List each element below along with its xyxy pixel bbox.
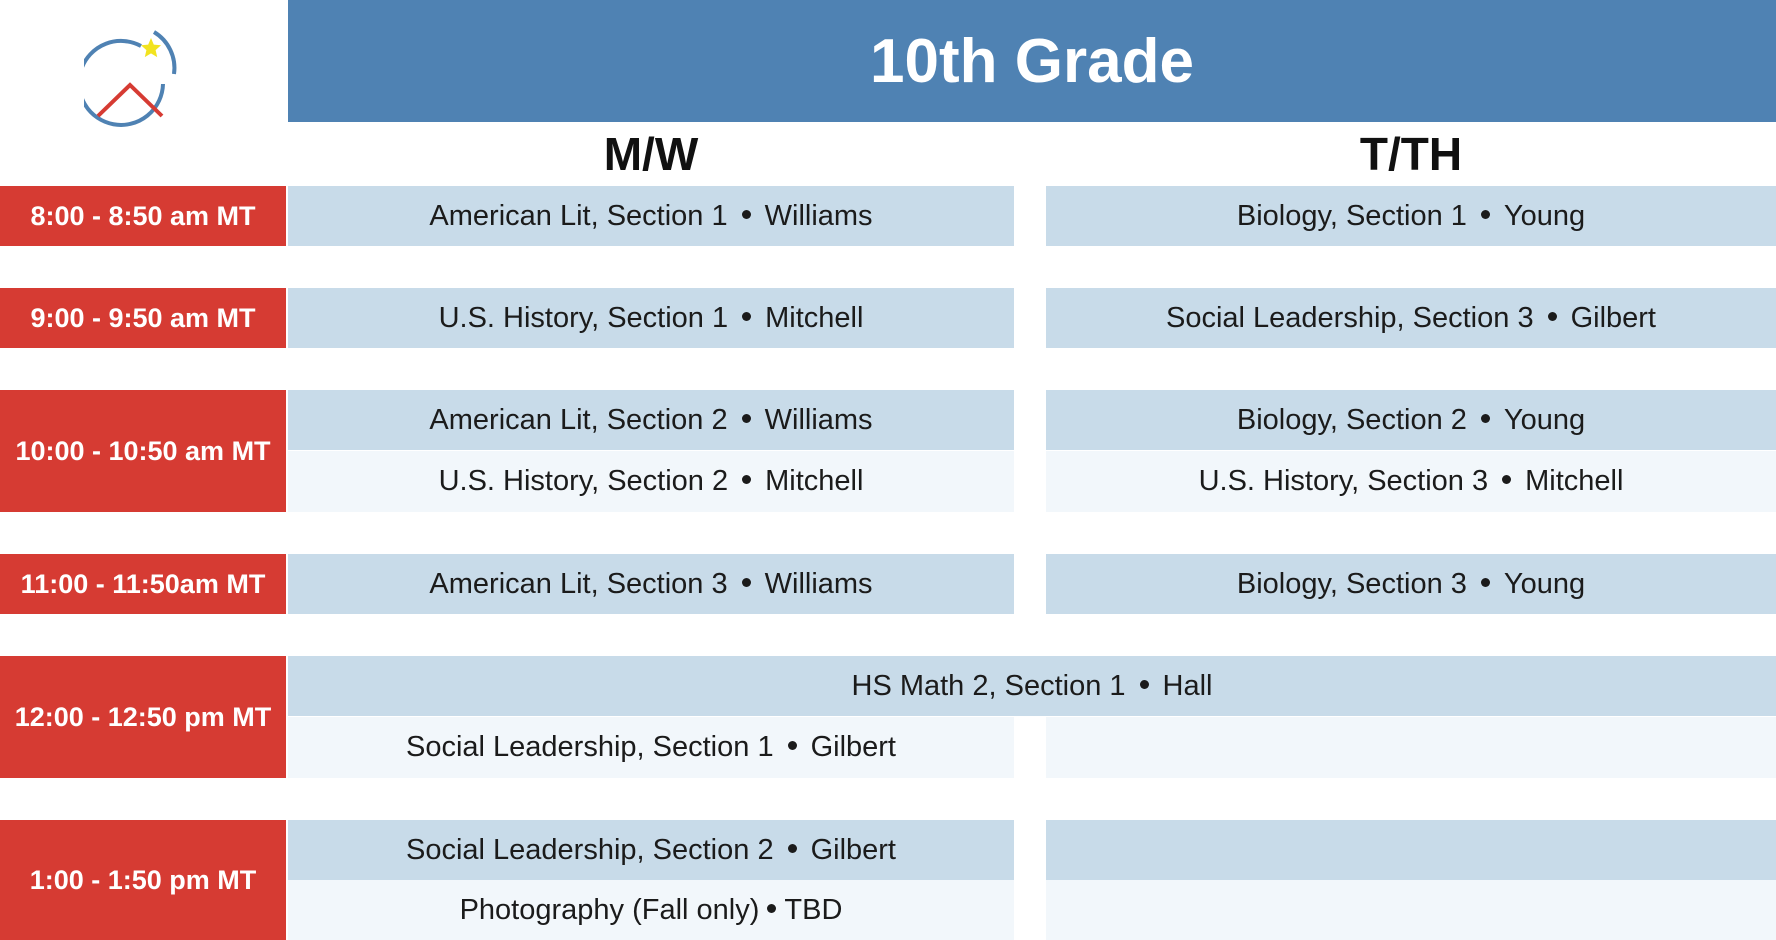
page-title: 10th Grade [288, 0, 1776, 122]
bullet-separator [741, 413, 751, 423]
bullet-separator [767, 903, 777, 913]
bullet-separator [742, 475, 752, 484]
time-slot: 8:00 - 8:50 am MT [0, 186, 286, 246]
course-name: Social Leadership, Section 1 [406, 731, 774, 763]
bullet-separator [1547, 311, 1557, 321]
class-cell-spanning: HS Math 2, Section 1 Hall [288, 656, 1776, 716]
time-slot: 1:00 - 1:50 pm MT [0, 820, 286, 940]
bullet-separator [787, 843, 797, 853]
bullet-separator [1502, 475, 1512, 484]
course-name: Social Leadership, Section 3 [1166, 301, 1534, 334]
bullet-separator [741, 577, 751, 587]
column-header-tth: T/TH [1359, 128, 1463, 180]
bullet-separator [1480, 209, 1490, 219]
time-slot: 12:00 - 12:50 pm MT [0, 656, 286, 778]
teacher-name: Gilbert [1570, 301, 1656, 334]
class-cell: U.S. History, Section 3 Mitchell [1046, 451, 1776, 512]
column-header-mw: M/W [603, 128, 699, 180]
class-cell: Social Leadership, Section 2 Gilbert [288, 820, 1014, 880]
empty-cell [1046, 820, 1776, 880]
course-name: HS Math 2, Section 1 [851, 669, 1126, 702]
course-name: Biology, Section 1 [1236, 199, 1467, 232]
bullet-separator [741, 209, 751, 219]
course-name: Social Leadership, Section 2 [406, 833, 774, 866]
teacher-name: Williams [764, 403, 873, 436]
teacher-name: Young [1503, 199, 1586, 232]
empty-cell [1046, 717, 1776, 778]
bullet-separator [742, 311, 752, 321]
time-slot: 9:00 - 9:50 am MT [0, 288, 286, 348]
teacher-name: Mitchell [765, 301, 864, 334]
teacher-name: Williams [764, 567, 873, 600]
time-slot: 11:00 - 11:50am MT [0, 554, 286, 614]
course-name: U.S. History, Section 2 [438, 465, 729, 497]
class-cell: American Lit, Section 3 Williams [288, 554, 1014, 614]
course-name: Biology, Section 2 [1236, 403, 1467, 436]
class-cell: Social Leadership, Section 3 Gilbert [1046, 288, 1776, 348]
teacher-name: Williams [764, 199, 873, 232]
class-cell: Photography (Fall only) TBD [288, 880, 1014, 940]
teacher-name: Mitchell [1525, 465, 1624, 497]
time-slot: 10:00 - 10:50 am MT [0, 390, 286, 512]
class-cell: American Lit, Section 1 Williams [288, 186, 1014, 246]
class-cell: Social Leadership, Section 1 Gilbert [288, 717, 1014, 778]
bullet-separator [787, 741, 797, 750]
course-name: Biology, Section 3 [1236, 567, 1467, 600]
class-cell: Biology, Section 2 Young [1046, 390, 1776, 450]
course-name: American Lit, Section 2 [429, 403, 728, 436]
class-cell: Biology, Section 1 Young [1046, 186, 1776, 246]
course-name: U.S. History, Section 1 [438, 301, 729, 334]
school-logo-icon [77, 26, 184, 134]
bullet-separator [1480, 577, 1490, 587]
teacher-name: Gilbert [810, 833, 896, 866]
course-name: U.S. History, Section 3 [1198, 465, 1489, 497]
course-name: American Lit, Section 3 [429, 567, 728, 600]
teacher-name: Gilbert [810, 731, 896, 763]
course-name: American Lit, Section 1 [429, 199, 728, 232]
teacher-name: Young [1503, 403, 1586, 436]
class-cell: U.S. History, Section 2 Mitchell [288, 451, 1014, 512]
class-cell: U.S. History, Section 1 Mitchell [288, 288, 1014, 348]
empty-cell [1046, 880, 1776, 940]
teacher-name: TBD [784, 893, 843, 926]
course-name: Photography (Fall only) [459, 893, 760, 926]
teacher-name: Mitchell [765, 465, 864, 497]
class-cell: American Lit, Section 2 Williams [288, 390, 1014, 450]
teacher-name: Hall [1162, 669, 1213, 702]
bullet-separator [1139, 679, 1149, 689]
teacher-name: Young [1503, 567, 1586, 600]
class-cell: Biology, Section 3 Young [1046, 554, 1776, 614]
bullet-separator [1480, 413, 1490, 423]
